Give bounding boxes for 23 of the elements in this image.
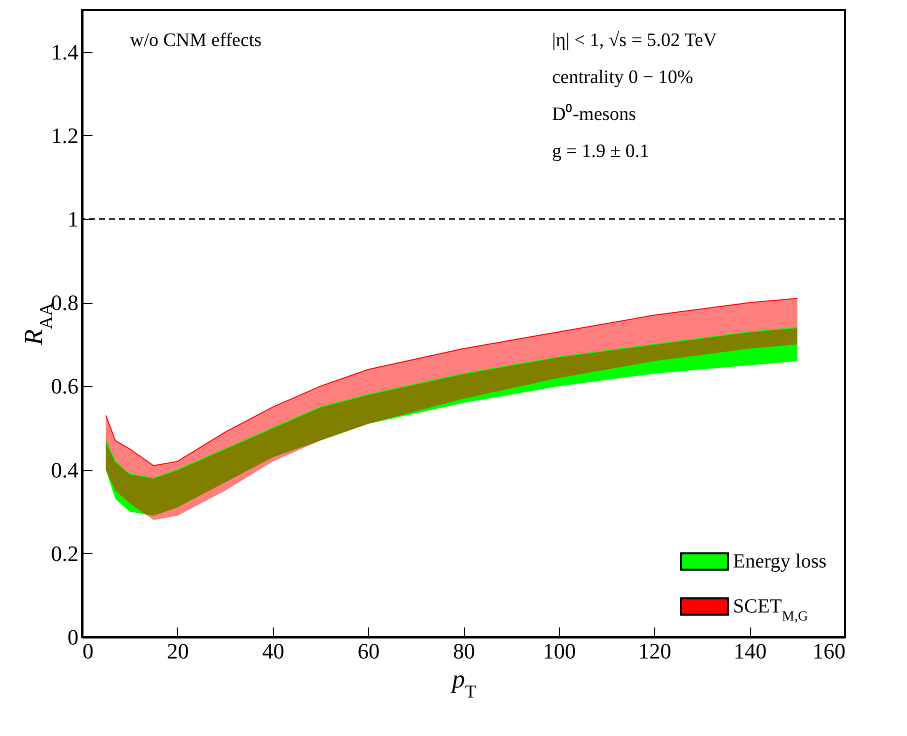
annotation: w/o CNM effects	[130, 30, 262, 51]
x-tick-label: 160	[812, 638, 846, 664]
y-tick-label: 1.4	[51, 39, 78, 64]
line-series	[105, 298, 798, 466]
annotation: D⁰-mesons	[552, 103, 636, 125]
x-tick-label: 100	[542, 638, 576, 664]
annotation: |η| < 1, √s = 5.02 TeV	[552, 30, 718, 51]
x-tick-label: 80	[453, 638, 475, 664]
x-tick-label: 40	[262, 638, 284, 664]
x-tick-label: 20	[166, 638, 189, 664]
x-axis-title: p$_{T}$	[450, 664, 476, 702]
y-tick-label: 0.2	[51, 540, 78, 566]
legend-label: Energy loss	[733, 550, 827, 572]
y-tick-label: 1.2	[51, 122, 78, 148]
x-tick-label: 120	[638, 638, 672, 664]
x-tick-label: 60	[358, 638, 380, 664]
legend-label: SCET$_{M,G}$	[733, 596, 808, 624]
annotation: g = 1.9 ± 0.1	[552, 141, 650, 162]
x-tick-label: 140	[734, 638, 767, 664]
annotation: centrality 0 − 10%	[552, 67, 694, 88]
y-tick-label: 0.4	[51, 457, 78, 482]
y-tick-label: 1	[68, 206, 78, 232]
y-tick-label: 0.6	[51, 374, 78, 399]
